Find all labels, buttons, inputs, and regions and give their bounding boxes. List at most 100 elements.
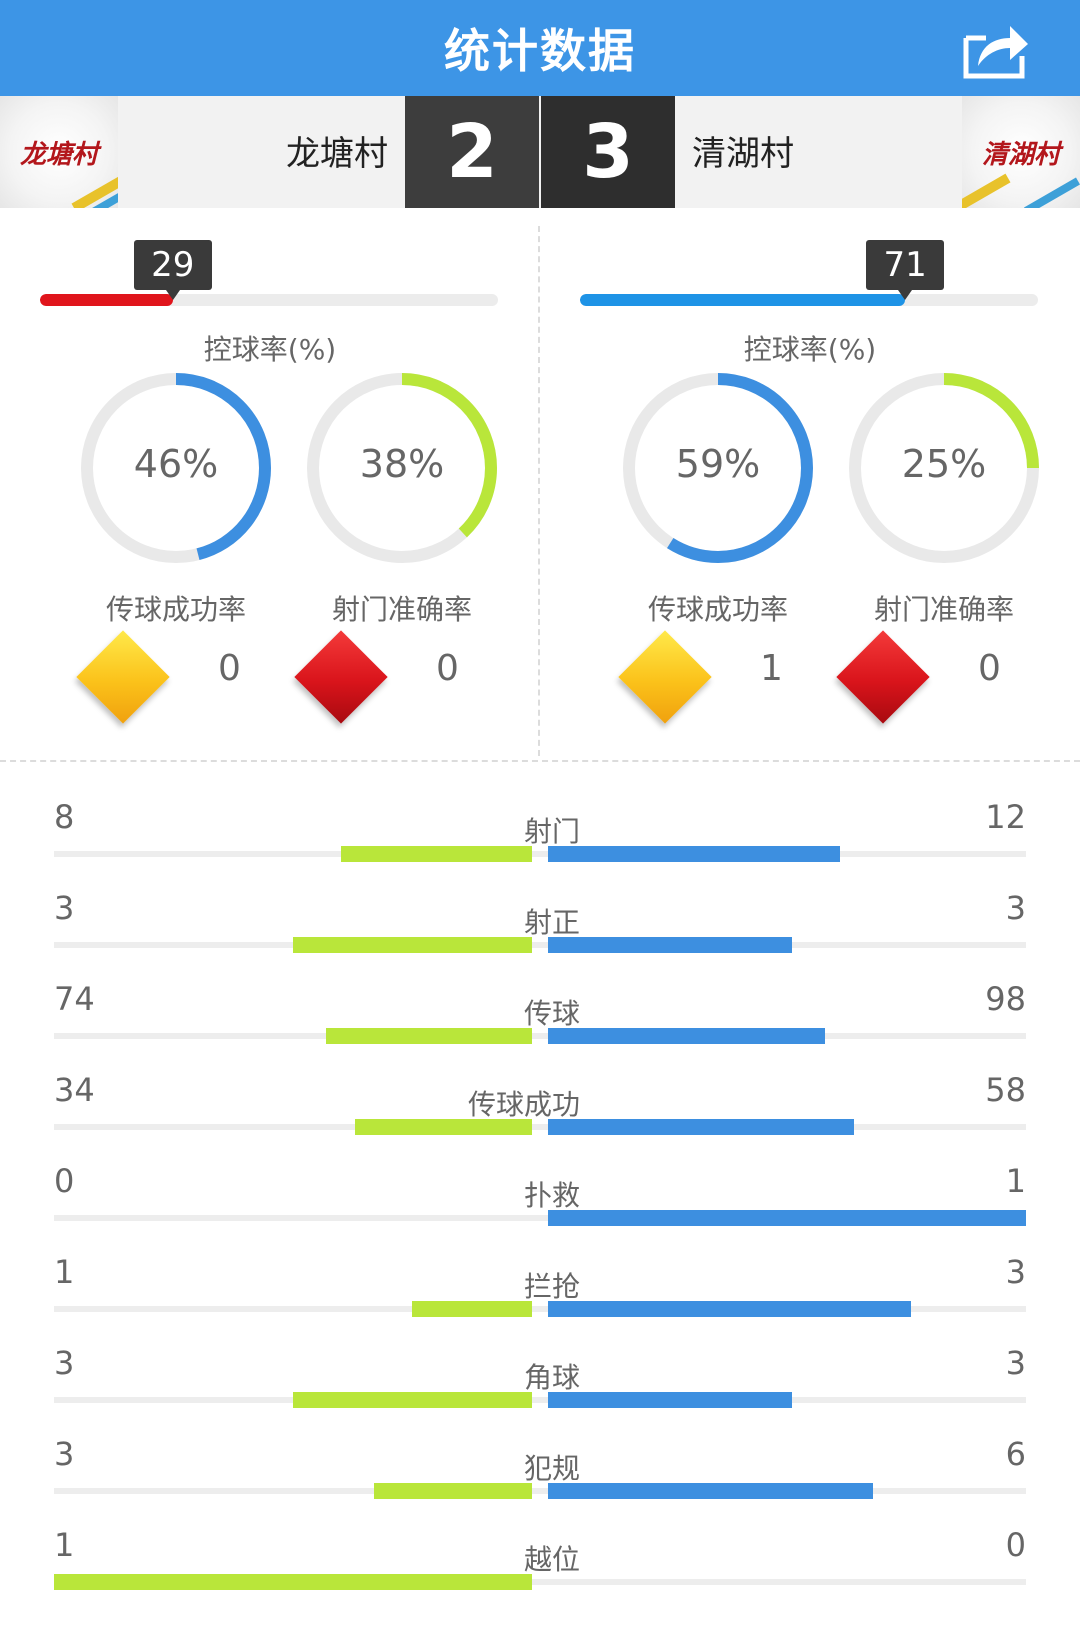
stat-row: 3 犯规 6 [0, 1435, 1080, 1527]
stat-away-value: 12 [985, 798, 1026, 836]
stat-away-value: 3 [1005, 1253, 1026, 1291]
page-title: 统计数据 [444, 24, 636, 78]
stat-away-bar [548, 1483, 873, 1499]
stat-home-bar [341, 846, 532, 862]
away-possession-fill [580, 294, 906, 306]
stat-row: 1 越位 0 [0, 1526, 1080, 1618]
stat-name: 扑救 [523, 1179, 580, 1212]
home-pass-rate-label: 传球成功率 [105, 593, 246, 626]
share-icon[interactable] [960, 16, 1030, 82]
home-pass-rate-ring: 46% [78, 370, 274, 566]
stat-away-bar [548, 1210, 1026, 1226]
stat-name: 越位 [523, 1543, 580, 1576]
stat-home-value: 34 [54, 1071, 95, 1109]
stat-home-value: 8 [54, 798, 75, 836]
stat-track [54, 1579, 1026, 1585]
stat-away-bar [548, 1028, 825, 1044]
home-team-name: 龙塘村 [286, 134, 388, 174]
stat-home-value: 0 [54, 1162, 75, 1200]
stat-track [54, 942, 1026, 948]
header-bar: 统计数据 [0, 0, 1080, 96]
stat-track [54, 1488, 1026, 1494]
home-shot-accuracy-label: 射门准确率 [331, 593, 472, 626]
stat-home-value: 3 [54, 889, 75, 927]
home-possession-fill [40, 294, 173, 306]
stat-name: 犯规 [523, 1452, 580, 1485]
stat-row: 8 射门 12 [0, 798, 1080, 890]
stat-name: 传球成功 [467, 1088, 580, 1121]
home-team-logo-text: 龙塘村 [19, 140, 98, 170]
away-possession-bar [580, 294, 1038, 306]
yellow-card-icon [618, 630, 712, 724]
stat-away-bar [548, 1392, 792, 1408]
stat-row: 3 角球 3 [0, 1344, 1080, 1436]
away-team-logo: 清湖村 [962, 96, 1080, 208]
stat-home-bar [374, 1483, 532, 1499]
stat-name: 角球 [523, 1361, 580, 1394]
red-card-icon [294, 630, 388, 724]
yellow-card-icon [76, 630, 170, 724]
stat-name: 拦抢 [523, 1270, 580, 1303]
stat-away-value: 98 [985, 980, 1026, 1018]
stat-home-value: 3 [54, 1435, 75, 1473]
stat-track [54, 851, 1026, 857]
stat-away-value: 6 [1005, 1435, 1026, 1473]
home-pass-rate-value: 46% [133, 442, 219, 486]
stat-track [54, 1124, 1026, 1130]
home-possession-value: 29 [133, 240, 212, 300]
home-score: 2 [405, 96, 539, 208]
home-shot-accuracy-value: 38% [359, 442, 445, 486]
stat-away-value: 58 [985, 1071, 1026, 1109]
stat-home-value: 74 [54, 980, 95, 1018]
stat-away-bar [548, 1119, 854, 1135]
away-shot-accuracy-label: 射门准确率 [873, 593, 1014, 626]
stat-home-bar [293, 937, 532, 953]
stat-name: 射正 [523, 906, 580, 939]
home-stats-panel: 29 控球率(%) 46% 38% 传球成功率 射门准确率 0 0 [0, 208, 540, 758]
stat-track [54, 1033, 1026, 1039]
home-team-logo: 龙塘村 [0, 96, 118, 208]
away-possession-value: 71 [866, 240, 945, 300]
away-shot-accuracy-value: 25% [901, 442, 987, 486]
stat-home-value: 1 [54, 1526, 75, 1564]
stat-row: 74 传球 98 [0, 980, 1080, 1072]
away-yellow-card-count: 1 [760, 648, 783, 689]
stat-name: 传球 [523, 997, 580, 1030]
away-score: 3 [541, 96, 675, 208]
away-pass-rate-ring: 59% [620, 370, 816, 566]
home-yellow-card-count: 0 [218, 648, 241, 689]
home-red-card-count: 0 [436, 648, 459, 689]
stat-home-bar [54, 1574, 532, 1590]
red-card-icon [836, 630, 930, 724]
stat-away-value: 3 [1005, 889, 1026, 927]
stat-track [54, 1397, 1026, 1403]
stat-home-value: 3 [54, 1344, 75, 1382]
panel-divider [538, 226, 540, 756]
stat-home-bar [355, 1119, 532, 1135]
stat-away-bar [548, 937, 792, 953]
stat-away-bar [548, 1301, 911, 1317]
stat-away-value: 1 [1005, 1162, 1026, 1200]
away-possession-label: 控球率(%) [743, 333, 877, 366]
away-stats-panel: 71 控球率(%) 59% 25% 传球成功率 射门准确率 1 0 [540, 208, 1080, 758]
home-possession-label: 控球率(%) [203, 333, 337, 366]
away-pass-rate-value: 59% [675, 442, 761, 486]
home-shot-accuracy-ring: 38% [304, 370, 500, 566]
stat-away-value: 3 [1005, 1344, 1026, 1382]
section-divider [0, 760, 1080, 762]
away-team-name: 清湖村 [692, 134, 794, 174]
stat-row: 34 传球成功 58 [0, 1071, 1080, 1163]
stat-home-bar [293, 1392, 532, 1408]
stat-track [54, 1215, 1026, 1221]
stat-row: 0 扑救 1 [0, 1162, 1080, 1254]
stat-track [54, 1306, 1026, 1312]
stat-home-bar [412, 1301, 532, 1317]
stat-row: 1 拦抢 3 [0, 1253, 1080, 1345]
away-pass-rate-label: 传球成功率 [647, 593, 788, 626]
away-shot-accuracy-ring: 25% [846, 370, 1042, 566]
stat-row: 3 射正 3 [0, 889, 1080, 981]
stat-home-bar [326, 1028, 532, 1044]
stat-home-value: 1 [54, 1253, 75, 1291]
away-team-logo-text: 清湖村 [981, 140, 1060, 170]
home-possession-bar [40, 294, 498, 306]
